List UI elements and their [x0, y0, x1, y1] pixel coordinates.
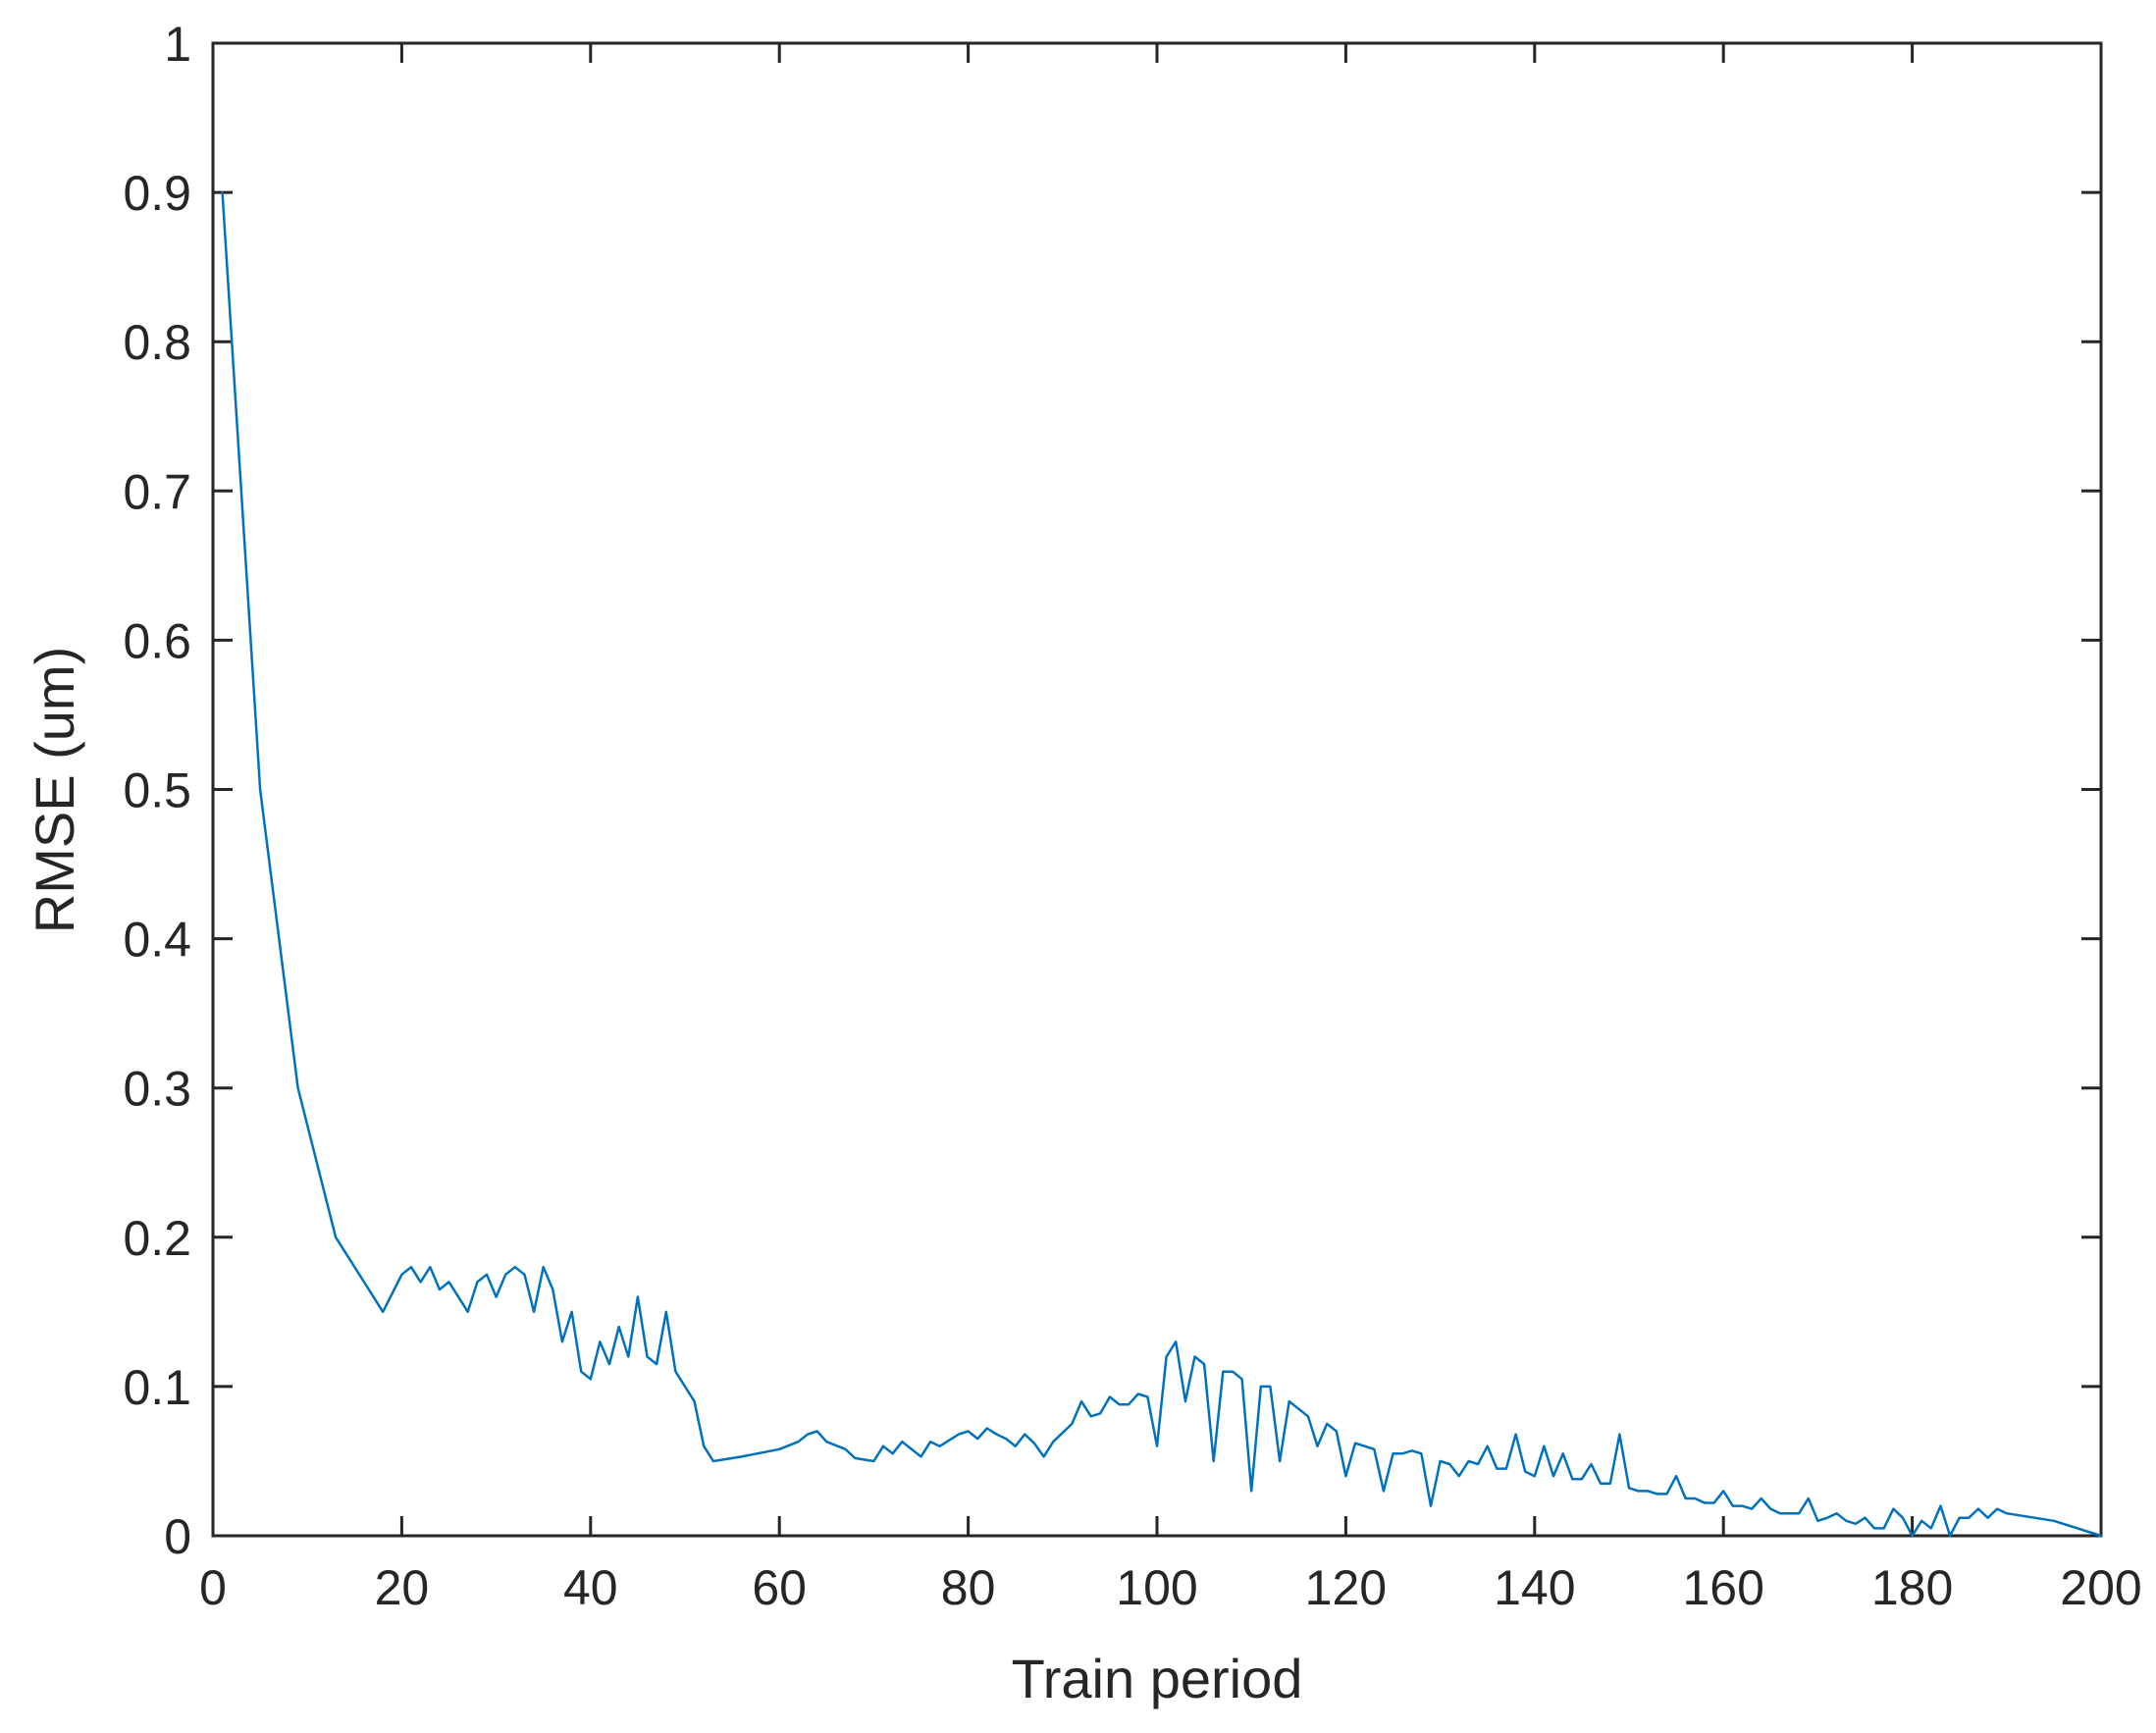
x-tick-label: 0 — [199, 1560, 227, 1615]
y-tick-label: 0.8 — [123, 315, 191, 370]
x-tick-label: 160 — [1682, 1560, 1763, 1615]
y-tick-label: 0.6 — [123, 613, 191, 668]
y-axis-label: RMSE (um) — [24, 647, 85, 933]
x-tick-label: 20 — [375, 1560, 430, 1615]
x-tick-label: 80 — [941, 1560, 996, 1615]
x-tick-label: 140 — [1494, 1560, 1575, 1615]
x-tick-label: 100 — [1116, 1560, 1197, 1615]
y-tick-label: 0.3 — [123, 1062, 191, 1117]
y-tick-label: 0.1 — [123, 1360, 191, 1415]
x-tick-label: 40 — [563, 1560, 618, 1615]
y-tick-label: 0.2 — [123, 1211, 191, 1266]
y-tick-label: 0.4 — [123, 913, 191, 968]
x-tick-label: 200 — [2060, 1560, 2141, 1615]
y-tick-label: 1 — [164, 17, 191, 72]
x-tick-label: 180 — [1871, 1560, 1953, 1615]
y-tick-label: 0.5 — [123, 763, 191, 818]
series-layer — [221, 190, 2103, 1538]
y-tick-label: 0 — [164, 1509, 191, 1564]
y-axis: 0 0.1 0.2 0.3 0.4 0.5 0.6 0.7 0.8 0.9 1 — [123, 17, 2101, 1564]
x-tick-label: 60 — [752, 1560, 807, 1615]
y-tick-label: 0.7 — [123, 464, 191, 519]
y-tick-label: 0.9 — [123, 166, 191, 221]
x-axis-label: Train period — [1012, 1648, 1303, 1709]
series-line — [221, 190, 2103, 1538]
x-axis: 0 20 40 60 80 100 120 140 160 180 200 — [199, 43, 2142, 1615]
x-tick-label: 120 — [1305, 1560, 1387, 1615]
